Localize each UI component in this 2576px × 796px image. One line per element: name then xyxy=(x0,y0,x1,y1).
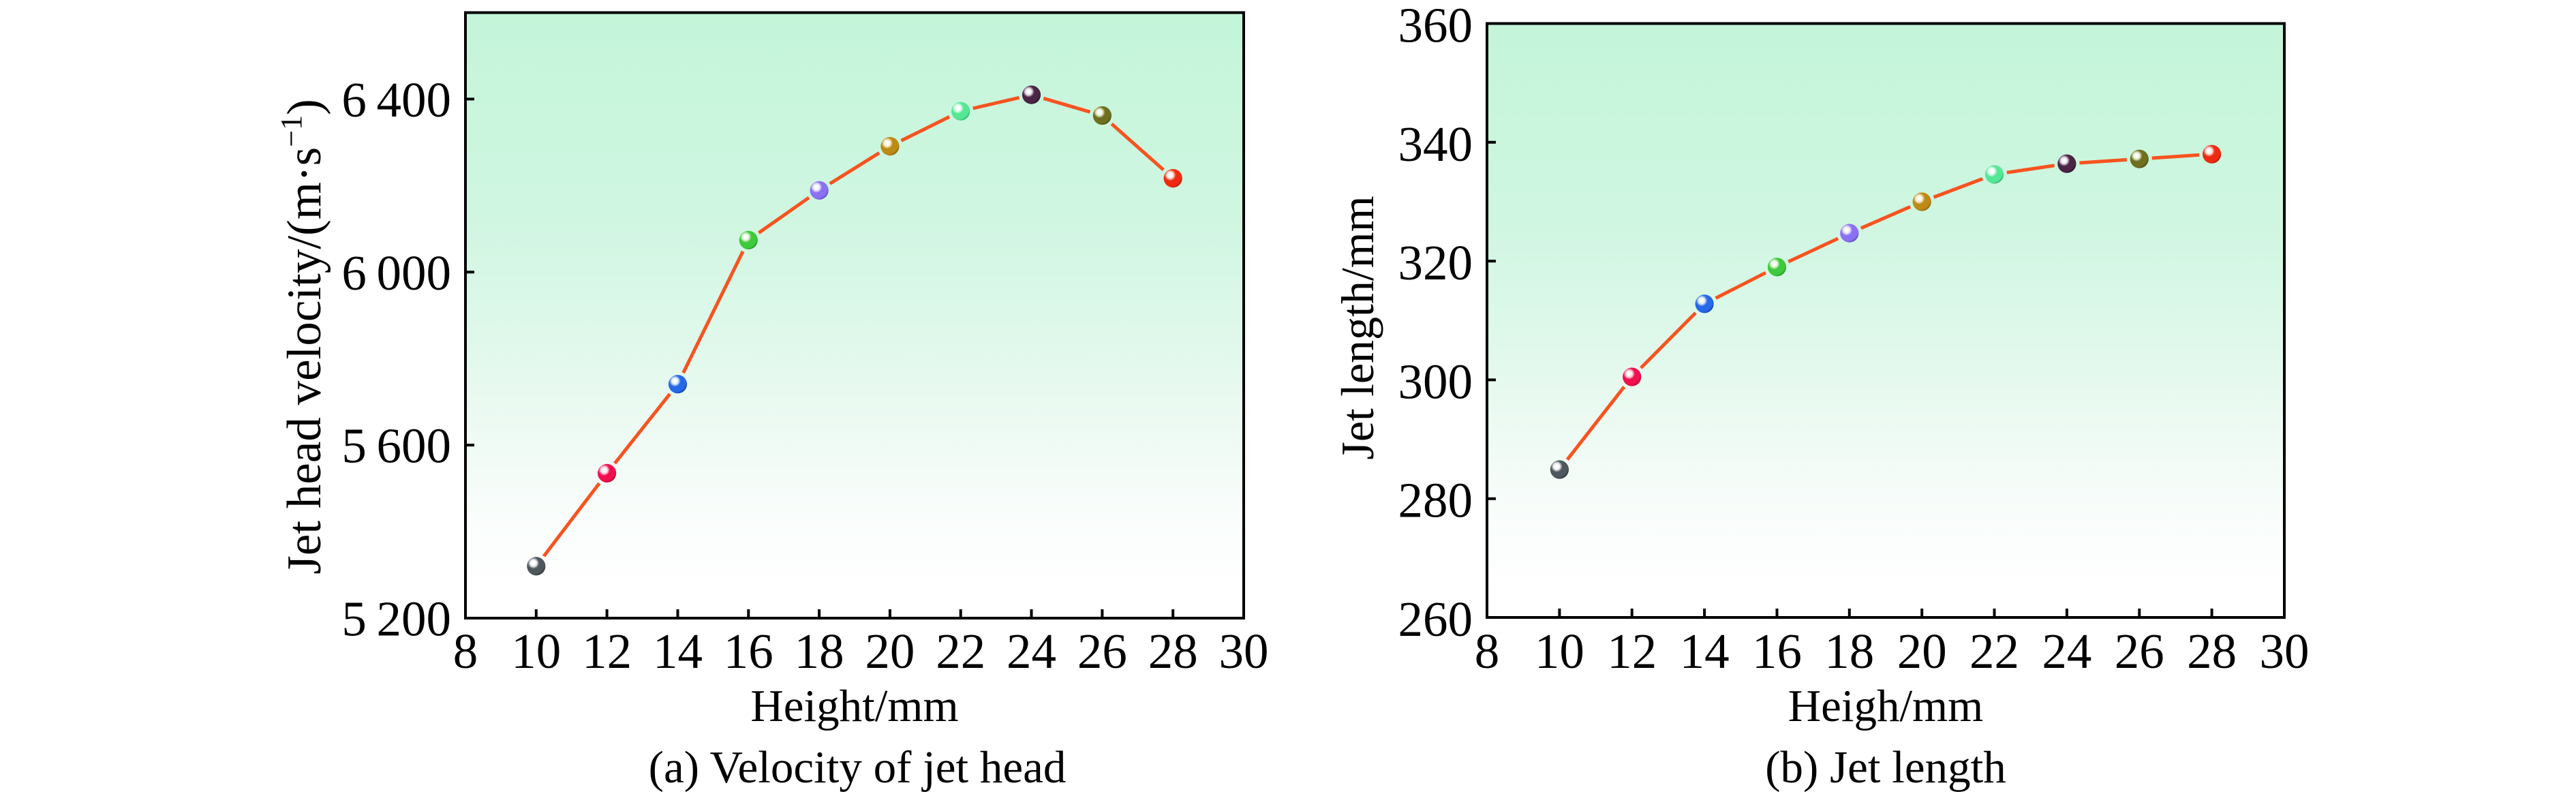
svg-text:Height/mm: Height/mm xyxy=(750,681,958,731)
svg-text:14: 14 xyxy=(1680,624,1730,679)
svg-text:28: 28 xyxy=(2187,624,2237,679)
svg-text:5 200: 5 200 xyxy=(341,592,451,647)
svg-text:(b) Jet length: (b) Jet length xyxy=(1765,742,2006,793)
svg-text:8: 8 xyxy=(1475,624,1500,679)
svg-text:22: 22 xyxy=(1969,624,2019,679)
svg-text:Heigh/mm: Heigh/mm xyxy=(1788,681,1984,731)
svg-text:(a) Velocity of jet head: (a) Velocity of jet head xyxy=(649,742,1067,793)
svg-text:22: 22 xyxy=(936,624,985,679)
svg-text:6 400: 6 400 xyxy=(341,72,451,127)
svg-text:30: 30 xyxy=(1219,624,1269,679)
svg-text:18: 18 xyxy=(1824,624,1874,679)
svg-text:26: 26 xyxy=(2115,624,2164,679)
svg-text:24: 24 xyxy=(1007,624,1056,679)
svg-text:360: 360 xyxy=(1398,0,1473,53)
svg-text:320: 320 xyxy=(1398,235,1473,290)
svg-text:12: 12 xyxy=(582,624,632,679)
svg-text:14: 14 xyxy=(653,624,703,679)
svg-text:6 000: 6 000 xyxy=(341,245,451,301)
svg-text:26: 26 xyxy=(1077,624,1127,679)
svg-text:18: 18 xyxy=(795,624,844,679)
svg-text:20: 20 xyxy=(1897,624,1947,679)
svg-text:28: 28 xyxy=(1148,624,1198,679)
svg-text:24: 24 xyxy=(2042,624,2091,679)
svg-text:340: 340 xyxy=(1398,117,1473,172)
svg-text:12: 12 xyxy=(1607,624,1657,679)
svg-text:260: 260 xyxy=(1398,592,1473,647)
svg-text:5 600: 5 600 xyxy=(341,418,451,474)
svg-text:16: 16 xyxy=(1752,624,1802,679)
svg-text:Jet head velocity/(m·s−1): Jet head velocity/(m·s−1) xyxy=(275,99,331,574)
svg-text:300: 300 xyxy=(1398,354,1473,409)
svg-text:20: 20 xyxy=(865,624,915,679)
svg-text:16: 16 xyxy=(724,624,773,679)
svg-text:280: 280 xyxy=(1398,473,1473,528)
svg-text:8: 8 xyxy=(453,624,478,679)
svg-text:10: 10 xyxy=(511,624,561,679)
svg-text:10: 10 xyxy=(1535,624,1584,679)
svg-text:30: 30 xyxy=(2260,624,2310,679)
svg-text:Jet length/mm: Jet length/mm xyxy=(1332,196,1383,459)
